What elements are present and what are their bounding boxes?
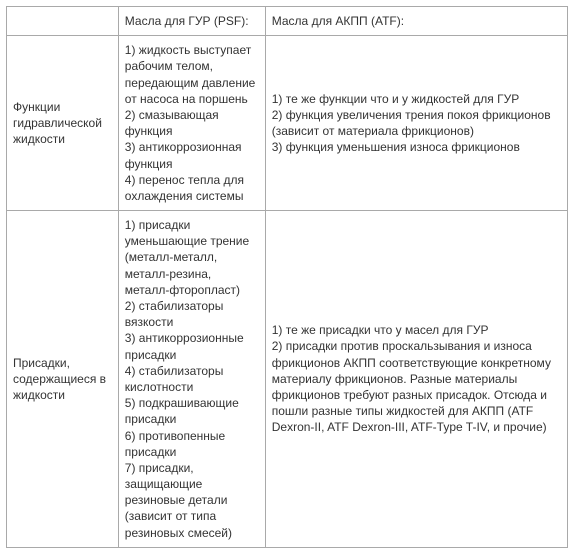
row-psf-cell: 1) жидкость выступает рабочим телом, пер… <box>118 36 265 211</box>
row-psf-cell: 1) присадки уменьшающие трение (металл-м… <box>118 211 265 548</box>
comparison-table: Масла для ГУР (PSF): Масла для АКПП (ATF… <box>6 6 568 548</box>
table-header-row: Масла для ГУР (PSF): Масла для АКПП (ATF… <box>7 7 568 36</box>
table-row: Функции гидравлической жидкости 1) жидко… <box>7 36 568 211</box>
table-row: Присадки, содержащиеся в жидкости 1) при… <box>7 211 568 548</box>
row-atf-cell: 1) те же функции что и у жидкостей для Г… <box>265 36 567 211</box>
row-label: Функции гидравлической жидкости <box>7 36 119 211</box>
header-blank <box>7 7 119 36</box>
header-psf: Масла для ГУР (PSF): <box>118 7 265 36</box>
row-label: Присадки, содержащиеся в жидкости <box>7 211 119 548</box>
row-atf-cell: 1) те же присадки что у масел для ГУР 2)… <box>265 211 567 548</box>
header-atf: Масла для АКПП (ATF): <box>265 7 567 36</box>
